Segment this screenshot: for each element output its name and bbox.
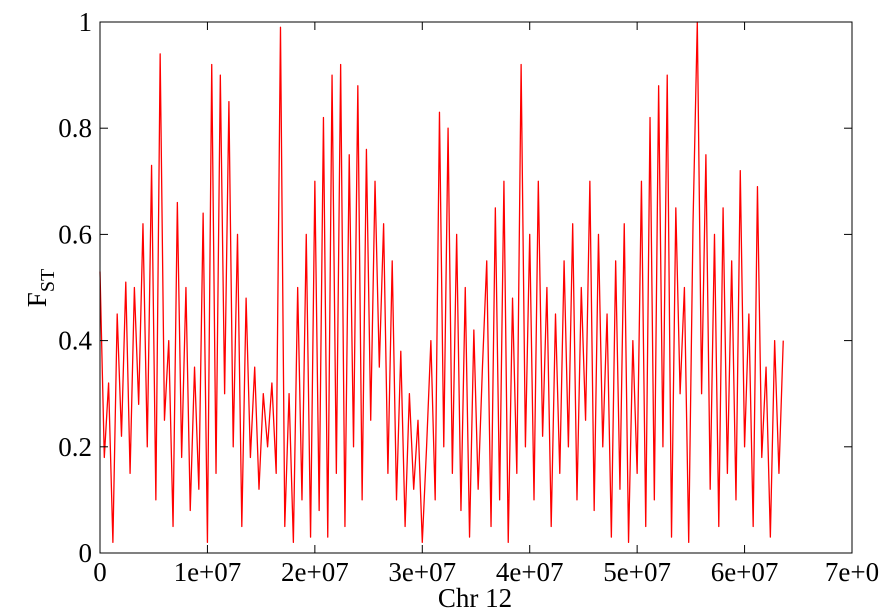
x-tick-label: 0 xyxy=(93,557,107,587)
x-tick-label: 5e+07 xyxy=(603,557,671,587)
y-tick-label: 0 xyxy=(79,538,93,568)
y-tick-label: 0.2 xyxy=(58,432,92,462)
y-axis-label: FST xyxy=(22,269,59,307)
x-tick-label: 1e+07 xyxy=(174,557,242,587)
y-tick-label: 1 xyxy=(79,7,93,37)
data-line xyxy=(99,21,784,544)
y-axis-label-main: F xyxy=(22,292,52,307)
y-tick-label: 0.6 xyxy=(58,219,92,249)
plot-frame xyxy=(99,21,853,554)
x-tick-label: 2e+07 xyxy=(281,557,349,587)
x-tick-label: 6e+07 xyxy=(711,557,779,587)
x-tick-label: 4e+07 xyxy=(496,557,564,587)
y-tick-label: 0.4 xyxy=(58,326,92,356)
x-tick-label: 3e+07 xyxy=(388,557,456,587)
y-axis-label-sub: ST xyxy=(37,269,59,292)
x-axis-label: Chr 12 xyxy=(438,583,512,612)
x-tick-label: 7e+0 xyxy=(825,557,879,587)
y-tick-label: 0.8 xyxy=(58,113,92,143)
